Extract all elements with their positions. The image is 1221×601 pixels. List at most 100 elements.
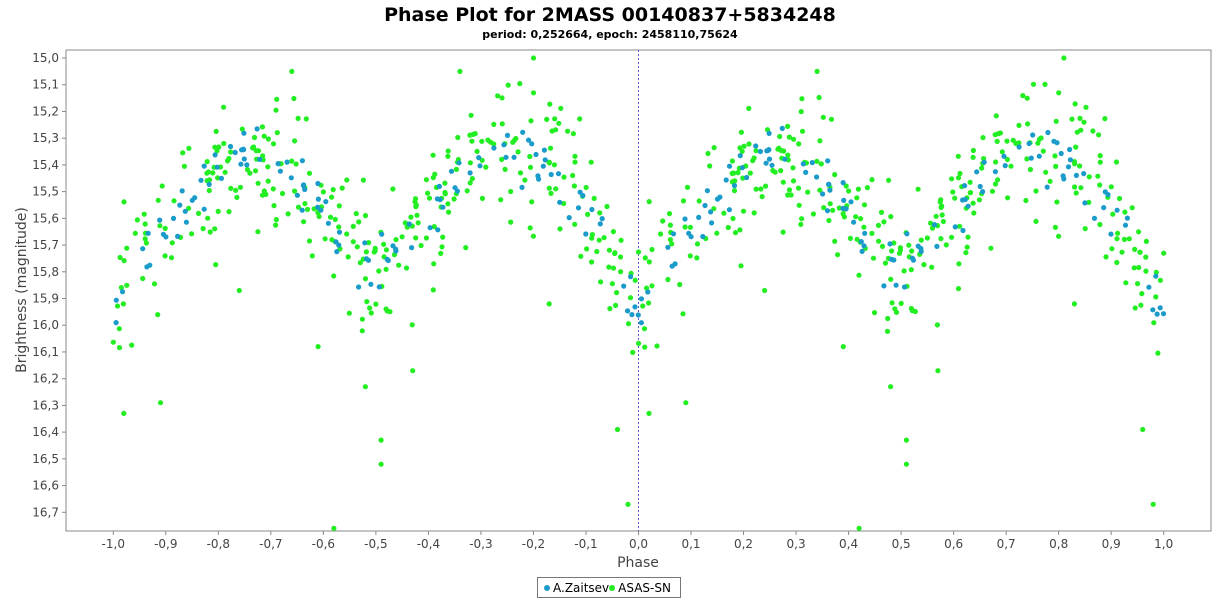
- point-asassn: [322, 236, 328, 242]
- point-asassn: [570, 131, 577, 137]
- point-asassn: [606, 264, 612, 270]
- point-zaitsev: [1124, 215, 1130, 221]
- point-asassn: [786, 187, 793, 193]
- point-asassn: [442, 191, 448, 197]
- point-asassn: [378, 437, 384, 443]
- point-asassn: [682, 224, 688, 230]
- point-asassn: [439, 244, 445, 250]
- point-asassn: [558, 105, 564, 111]
- point-asassn: [364, 299, 370, 305]
- point-asassn: [1140, 426, 1146, 433]
- point-asassn: [601, 235, 607, 241]
- point-asassn: [684, 184, 691, 190]
- point-asassn: [1153, 269, 1159, 275]
- point-zaitsev: [427, 225, 433, 231]
- point-asassn: [237, 184, 243, 190]
- point-asassn: [1033, 218, 1039, 224]
- point-zaitsev: [757, 148, 764, 155]
- point-zaitsev: [723, 177, 729, 183]
- point-zaitsev: [826, 181, 832, 187]
- point-asassn: [546, 301, 552, 307]
- point-asassn: [596, 237, 602, 243]
- point-asassn: [646, 259, 652, 265]
- point-asassn: [869, 177, 875, 183]
- point-zaitsev: [625, 308, 631, 314]
- x-tick-label: -0,2: [522, 537, 545, 551]
- x-tick-label: -0,3: [469, 537, 492, 551]
- point-zaitsev: [1028, 155, 1034, 161]
- point-asassn: [1083, 104, 1089, 110]
- point-asassn: [378, 461, 384, 467]
- point-asassn: [1114, 259, 1120, 266]
- point-asassn: [740, 208, 747, 214]
- point-zaitsev: [284, 159, 290, 165]
- point-asassn: [445, 153, 451, 159]
- point-zaitsev: [227, 143, 234, 150]
- point-asassn: [529, 199, 535, 205]
- point-asassn: [879, 243, 886, 249]
- point-zaitsev: [841, 197, 847, 203]
- point-asassn: [746, 105, 752, 111]
- point-asassn: [483, 164, 489, 170]
- point-asassn: [561, 174, 567, 180]
- point-asassn: [271, 203, 277, 209]
- point-asassn: [810, 211, 817, 217]
- point-asassn: [233, 187, 239, 193]
- point-asassn: [331, 525, 337, 531]
- point-asassn: [157, 223, 163, 229]
- point-asassn: [430, 287, 436, 293]
- point-asassn: [938, 236, 944, 242]
- point-asassn: [362, 276, 369, 282]
- point-asassn: [344, 231, 350, 237]
- point-asassn: [943, 242, 949, 248]
- point-asassn: [646, 410, 652, 416]
- point-zaitsev: [739, 165, 746, 171]
- y-tick-label: 15,0: [32, 51, 59, 65]
- y-tick-label: 15,7: [32, 238, 59, 252]
- x-tick-label: -0,5: [364, 537, 387, 551]
- point-asassn: [898, 300, 904, 306]
- point-asassn: [204, 159, 210, 165]
- point-asassn: [786, 134, 793, 140]
- point-asassn: [1132, 246, 1138, 252]
- point-asassn: [869, 230, 875, 236]
- point-asassn: [1056, 233, 1062, 239]
- point-asassn: [885, 315, 891, 322]
- point-zaitsev: [163, 234, 169, 240]
- point-asassn: [121, 199, 127, 205]
- point-asassn: [876, 238, 882, 244]
- point-asassn: [359, 316, 365, 322]
- point-asassn: [956, 261, 962, 267]
- point-asassn: [606, 247, 613, 253]
- point-asassn: [776, 145, 782, 151]
- point-zaitsev: [704, 188, 711, 194]
- point-asassn: [544, 116, 550, 122]
- point-zaitsev: [840, 180, 846, 186]
- point-zaitsev: [529, 141, 535, 147]
- point-asassn: [1072, 184, 1078, 190]
- point-asassn: [517, 81, 523, 87]
- y-tick-label: 15,5: [32, 185, 59, 199]
- point-asassn: [1136, 264, 1142, 271]
- point-zaitsev: [336, 242, 342, 248]
- point-asassn: [485, 137, 491, 143]
- point-zaitsev: [665, 244, 671, 250]
- point-asassn: [909, 248, 915, 254]
- point-zaitsev: [113, 297, 119, 303]
- point-asassn: [618, 269, 624, 275]
- point-zaitsev: [862, 230, 868, 236]
- point-asassn: [827, 201, 833, 207]
- point-asassn: [1090, 128, 1096, 134]
- point-asassn: [1043, 169, 1049, 175]
- y-tick-label: 15,8: [32, 265, 59, 279]
- y-tick-label: 16,5: [32, 452, 59, 466]
- point-asassn: [747, 170, 753, 176]
- point-asassn: [934, 322, 941, 328]
- point-asassn: [316, 213, 322, 220]
- point-asassn: [1137, 249, 1143, 255]
- point-asassn: [1138, 302, 1144, 308]
- point-zaitsev: [764, 148, 770, 154]
- legend-marker-asassn: [609, 584, 616, 591]
- point-asassn: [143, 240, 149, 246]
- point-zaitsev: [299, 158, 305, 164]
